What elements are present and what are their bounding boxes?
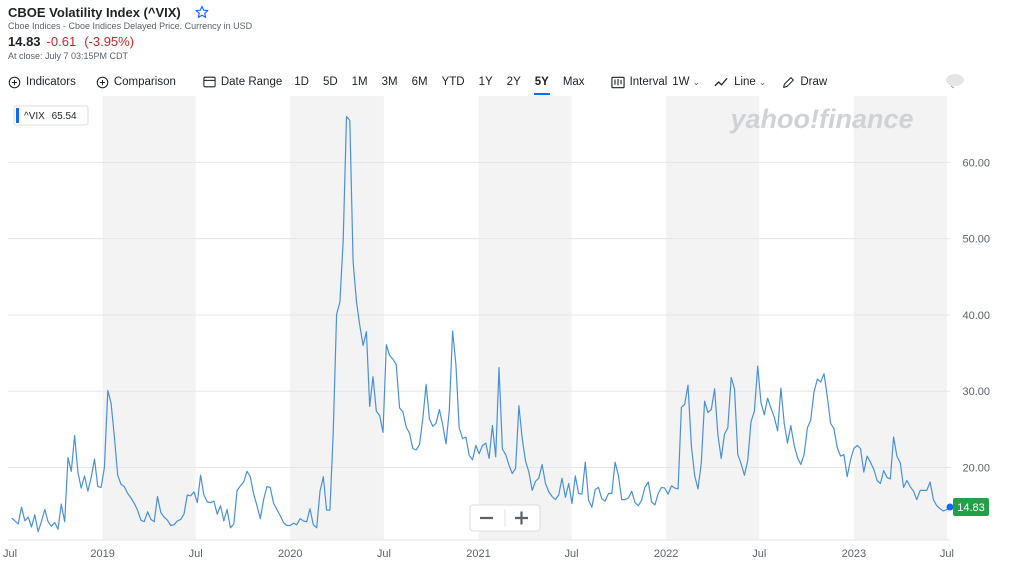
- chart-type-label: Line: [734, 76, 756, 88]
- y-tick-label: 20.00: [962, 463, 990, 475]
- x-tick-label: Jul: [377, 548, 391, 560]
- pen-icon: [783, 76, 795, 88]
- x-tick-label: Jul: [752, 548, 766, 560]
- plus-icon[interactable]: [506, 506, 539, 530]
- date-range-label: Date Range: [220, 76, 283, 88]
- indicators-button[interactable]: Indicators: [8, 72, 76, 92]
- minus-icon[interactable]: [471, 506, 504, 530]
- quote-source: Cboe Indices - Cboe Indices Delayed Pric…: [8, 21, 253, 31]
- vix-series-line: [11, 116, 951, 533]
- last-value-label: 14.83: [957, 502, 985, 514]
- range-6m[interactable]: 6M: [411, 76, 428, 88]
- comparison-label: Comparison: [113, 76, 176, 88]
- chevron-down-icon: ⌄: [692, 76, 701, 87]
- plus-circle-icon: [8, 76, 21, 88]
- x-tick-label: Jul: [565, 548, 579, 560]
- page-title: CBOE Volatility Index (^VIX): [8, 4, 181, 20]
- calendar-icon: [203, 76, 216, 88]
- half-year-band: [102, 96, 196, 540]
- comparison-button[interactable]: Comparison: [96, 72, 176, 92]
- range-5y[interactable]: 5Y: [533, 72, 550, 95]
- candle-icon: [610, 76, 625, 88]
- legend-series-name: ^VIX: [24, 111, 45, 122]
- x-tick-label: Jul: [940, 548, 954, 560]
- line-chart-icon: [714, 77, 728, 87]
- range-1y[interactable]: 1Y: [478, 76, 493, 88]
- chart-type-button[interactable]: Line ⌄: [714, 72, 766, 92]
- half-year-band: [666, 96, 760, 540]
- interval-value: 1W: [672, 76, 690, 88]
- draw-button[interactable]: Draw: [782, 72, 827, 92]
- x-tick-label: 2020: [278, 548, 302, 560]
- svg-text:^VIX 65.54: ^VIX 65.54: [24, 111, 77, 122]
- yahoo-finance-watermark: yahoo!finance: [728, 104, 913, 134]
- range-max[interactable]: Max: [562, 76, 585, 88]
- price-chart[interactable]: yahoo!finance 20.0030.0040.0050.0060.00 …: [0, 96, 1000, 566]
- range-2y[interactable]: 2Y: [506, 76, 521, 88]
- y-tick-label: 30.00: [962, 386, 990, 398]
- date-range-button[interactable]: Date Range: [203, 72, 282, 92]
- y-tick-label: 60.00: [962, 157, 990, 169]
- quote-header: CBOE Volatility Index (^VIX) Cboe Indice…: [8, 4, 508, 63]
- range-ytd[interactable]: YTD: [441, 76, 465, 88]
- last-value-dot: [946, 503, 954, 511]
- series-legend: ^VIX 65.54: [13, 105, 89, 126]
- x-tick-label: 2021: [466, 548, 490, 560]
- chevron-down-icon: ⌄: [758, 76, 767, 87]
- price-change-percent: (-3.95%): [84, 34, 135, 49]
- chart-toolbar: Indicators Comparison Date Range 1D 5D 1…: [8, 72, 1008, 95]
- zoom-controls: [469, 504, 541, 532]
- plus-circle-icon: [96, 76, 109, 88]
- y-tick-label: 50.00: [962, 234, 990, 246]
- price-change: -0.61: [46, 34, 77, 49]
- x-tick-label: 2023: [842, 548, 866, 560]
- last-price: 14.83: [8, 34, 41, 49]
- x-tick-label: Jul: [189, 548, 203, 560]
- half-year-band: [478, 96, 572, 540]
- interval-button[interactable]: Interval 1W ⌄: [610, 72, 701, 92]
- cursor-icon[interactable]: [942, 72, 964, 92]
- legend-max-value: 65.54: [52, 111, 77, 122]
- draw-label: Draw: [800, 76, 828, 88]
- interval-label: Interval: [629, 76, 668, 88]
- close-time: At close: July 7 03:15PM CDT: [8, 51, 129, 61]
- range-5d[interactable]: 5D: [322, 76, 338, 88]
- last-value-badge: [953, 497, 989, 516]
- y-tick-label: 40.00: [962, 310, 990, 322]
- x-tick-label: 2019: [90, 548, 114, 560]
- range-3m[interactable]: 3M: [381, 76, 398, 88]
- x-tick-label: 2022: [654, 548, 678, 560]
- x-tick-label: Jul: [3, 548, 17, 560]
- star-icon[interactable]: [195, 5, 209, 19]
- indicators-label: Indicators: [26, 76, 76, 88]
- range-1m[interactable]: 1M: [351, 76, 368, 88]
- range-1d[interactable]: 1D: [294, 76, 309, 88]
